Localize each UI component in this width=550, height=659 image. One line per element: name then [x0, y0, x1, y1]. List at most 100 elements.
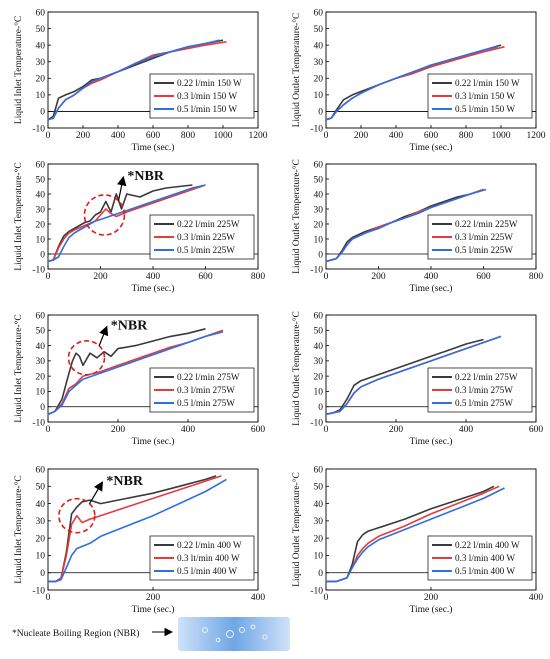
y-tick-label: 10: [36, 552, 46, 562]
x-tick-label: 400: [146, 272, 161, 282]
y-tick-label: 50: [314, 327, 324, 337]
y-tick-label: -10: [32, 418, 45, 428]
y-tick-label: 0: [40, 250, 45, 260]
y-tick-label: 20: [36, 534, 46, 544]
x-tick-label: 800: [251, 272, 266, 282]
plot-frame: [325, 314, 537, 423]
y-tick-label: -10: [32, 586, 45, 596]
x-axis-label: Time (sec.): [132, 283, 175, 294]
legend-label: 0.5 l/min 400 W: [455, 566, 515, 576]
y-tick-label: 50: [36, 25, 46, 35]
y-tick-label: 50: [314, 175, 324, 185]
legend-label: 0.5 l/min 150 W: [455, 104, 515, 114]
nbr-arrow: [116, 175, 127, 202]
x-tick-label: 0: [46, 593, 51, 603]
x-tick-label: 400: [181, 425, 196, 435]
x-tick-label: 600: [529, 425, 544, 435]
y-tick-label: 60: [314, 160, 324, 170]
nbr-arrow: [88, 481, 103, 505]
x-tick-label: 0: [46, 131, 51, 141]
x-tick-label: 200: [93, 272, 108, 282]
y-tick-label: -10: [32, 265, 45, 275]
y-tick-label: -10: [310, 265, 323, 275]
y-tick-label: 40: [314, 41, 324, 51]
legend-label: 0.5 l/min 275W: [455, 398, 513, 408]
legend-label: 0.22 l/min 400 W: [455, 540, 520, 550]
x-tick-label: 200: [76, 131, 91, 141]
x-tick-label: 200: [354, 131, 369, 141]
x-axis-label: Time (sec.): [410, 436, 453, 447]
series-line: [47, 328, 206, 416]
legend-label: 0.5 l/min 275W: [177, 398, 235, 408]
series-line: [47, 184, 206, 263]
y-tick-label: 40: [36, 190, 46, 200]
y-tick-label: 60: [314, 465, 324, 475]
x-tick-label: 400: [251, 593, 266, 603]
x-tick-label: 200: [111, 425, 126, 435]
nbr-label: *NBR: [106, 474, 143, 489]
y-tick-label: 40: [314, 500, 324, 510]
y-tick-label: -10: [310, 124, 323, 134]
y-tick-label: -10: [32, 124, 45, 134]
series-line: [325, 335, 502, 416]
series-line: [325, 338, 484, 416]
y-tick-label: 40: [36, 41, 46, 51]
chart-panel: 0 200 400 600 800 1000 1200-100102030405060Tim…: [13, 8, 268, 153]
legend: 0.22 l/min 400 W 0.3 l/min 400 W 0.5 l/min…: [427, 535, 533, 581]
y-tick-label: 20: [36, 220, 46, 230]
legend-label: 0.5 l/min 225W: [177, 245, 235, 255]
legend-label: 0.5 l/min 225W: [455, 245, 513, 255]
legend-label: 0.3 l/min 225W: [177, 232, 235, 242]
y-tick-label: 50: [36, 483, 46, 493]
nbr-circle: [83, 194, 126, 236]
legend-label: 0.5 l/min 400 W: [177, 566, 237, 576]
x-tick-label: 800: [181, 131, 196, 141]
y-tick-label: 0: [40, 108, 45, 118]
legend-label: 0.22 l/min 275W: [177, 372, 240, 382]
series-line: [325, 188, 487, 263]
y-tick-label: 30: [36, 517, 46, 527]
legend-label: 0.22 l/min 400 W: [177, 540, 242, 550]
x-tick-label: 800: [529, 272, 544, 282]
x-tick-label: 600: [424, 131, 439, 141]
y-axis-label: Liquid Inlet Temperature-°C: [13, 314, 24, 422]
y-tick-label: 10: [36, 91, 46, 101]
legend-label: 0.3 l/min 275W: [455, 385, 513, 395]
legend-label: 0.22 l/min 225W: [455, 219, 518, 229]
y-tick-label: 60: [314, 311, 324, 321]
y-tick-label: 20: [36, 75, 46, 85]
y-axis-label: Liquid Outlet Temperature-°C: [291, 13, 302, 128]
y-tick-label: 20: [314, 534, 324, 544]
x-tick-label: 0: [324, 131, 329, 141]
y-tick-label: 30: [314, 205, 324, 215]
y-tick-label: 30: [36, 58, 46, 68]
legend-label: 0.3 l/min 275W: [177, 385, 235, 395]
y-tick-label: 10: [36, 388, 46, 398]
y-tick-label: 0: [318, 108, 323, 118]
y-tick-label: 60: [36, 160, 46, 170]
legend-label: 0.22 l/min 150 W: [455, 78, 520, 88]
legend: 0.22 l/min 275W 0.3 l/min 275W 0.5 l/min 2…: [149, 367, 255, 413]
y-tick-label: 40: [314, 190, 324, 200]
y-tick-label: 0: [318, 569, 323, 579]
bubble-image: [178, 617, 290, 651]
y-tick-label: 10: [314, 235, 324, 245]
footnote: *Nucleate Boiling Region (NBR): [12, 617, 290, 651]
y-tick-label: 20: [314, 75, 324, 85]
y-tick-label: 0: [318, 250, 323, 260]
x-axis-label: Time (sec.): [410, 142, 453, 153]
y-tick-label: 40: [36, 342, 46, 352]
x-tick-label: 1000: [492, 131, 511, 141]
x-tick-label: 600: [476, 272, 491, 282]
legend-label: 0.5 l/min 150 W: [177, 104, 237, 114]
x-tick-label: 200: [424, 593, 439, 603]
y-tick-label: 0: [40, 403, 45, 413]
series-line: [47, 331, 224, 416]
y-tick-label: 30: [36, 357, 46, 367]
x-axis-label: Time (sec.): [410, 283, 453, 294]
